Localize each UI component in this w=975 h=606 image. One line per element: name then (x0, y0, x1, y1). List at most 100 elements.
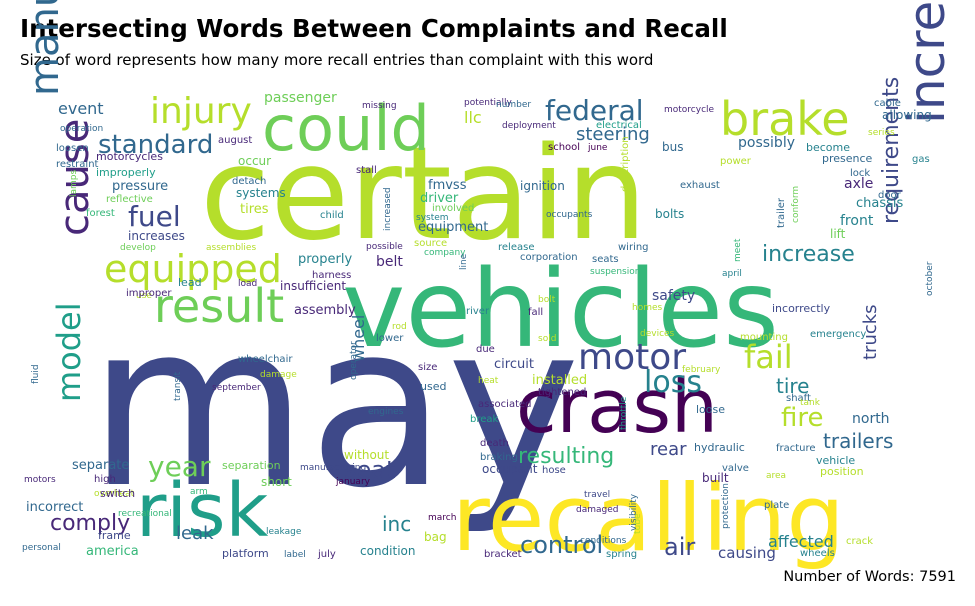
word-september: september (212, 383, 261, 393)
word-detach: detach (232, 176, 266, 187)
word-model: model (50, 302, 88, 402)
word-heat: heat (478, 376, 499, 386)
word-event: event (58, 99, 104, 118)
word-insufficient: insufficient (280, 279, 346, 293)
word-presence: presence (822, 152, 873, 165)
word-involved: involved (432, 203, 474, 214)
word-loss: loss (644, 365, 702, 400)
word-company: company (424, 248, 466, 258)
word-sold: sold (538, 334, 556, 344)
word-tank: tank (800, 398, 821, 408)
word-tightened: tightened (538, 387, 586, 398)
word-circuit: circuit (494, 357, 534, 372)
word-travel: travel (584, 490, 610, 500)
word-corporation: corporation (520, 252, 578, 263)
word-size: size (418, 362, 437, 373)
word-without: without (344, 448, 389, 462)
word-emergency: emergency (810, 329, 866, 340)
word-throttle: throttle (619, 396, 629, 430)
word-line: line (459, 253, 469, 270)
word-vehicles: vehicles (342, 248, 779, 372)
word-february: february (682, 365, 721, 375)
word-control: control (520, 531, 603, 559)
word-switch: switch (100, 487, 135, 500)
word-platform: platform (222, 547, 269, 560)
word-passenger: passenger (264, 90, 337, 106)
word-fail: fail (744, 338, 793, 376)
word-occupants: occupants (546, 210, 593, 220)
word-child: child (320, 210, 344, 221)
word-develop: develop (120, 243, 156, 253)
word-arm: arm (190, 487, 208, 497)
word-associated: associated (478, 399, 532, 410)
word-result: result (154, 279, 284, 333)
word-seats: seats (592, 254, 619, 265)
word-leak: leak (176, 523, 214, 544)
word-chassis: chassis (856, 196, 904, 211)
word-motor: motor (578, 337, 686, 378)
word-recreational: recreational (118, 509, 172, 519)
word-increased: increased (383, 187, 393, 231)
word-llc: llc (464, 108, 482, 127)
word-door: door (878, 190, 902, 201)
word-become: become (806, 141, 850, 154)
word-series: series (868, 128, 895, 138)
word-lead: lead (178, 276, 202, 289)
word-steering: steering (576, 124, 650, 145)
word-shaft: shaft (786, 393, 811, 404)
word-possible: possible (366, 242, 403, 252)
word-systems: systems (236, 186, 286, 200)
word-federal: federal (545, 94, 644, 127)
word-conditions: conditions (580, 536, 627, 546)
word-river: river (466, 306, 490, 317)
word-ignition: ignition (520, 179, 565, 193)
word-meet: meet (733, 238, 743, 262)
word-increase: increase (762, 242, 855, 267)
word-recalling: recalling (452, 465, 845, 572)
word-transit: transit (173, 371, 183, 401)
word-frame: frame (98, 529, 131, 542)
word-lift: lift (830, 227, 846, 241)
word-load: load (238, 279, 257, 289)
word-improperly: improperly (96, 166, 156, 179)
word-causing: causing (718, 544, 776, 562)
word-incorrect: incorrect (26, 500, 83, 515)
word-tires: tires (240, 202, 269, 217)
word-certain: certain (200, 120, 647, 269)
word-stall: stall (356, 165, 377, 176)
word-comply: comply (50, 511, 130, 536)
word-trailer: trailer (776, 197, 787, 228)
word-crash: crash (516, 364, 718, 450)
word-area: area (766, 471, 786, 481)
word-harness: harness (312, 270, 351, 281)
word-possibly: possibly (738, 135, 795, 151)
word-condition: condition (360, 544, 415, 558)
word-motors: motors (24, 475, 56, 485)
word-january: january (335, 477, 371, 487)
word-safety: safety (652, 288, 695, 304)
word-built: built (702, 471, 729, 485)
word-wheelchair: wheelchair (238, 354, 293, 365)
word-axle: axle (844, 176, 873, 192)
word-number: number (496, 100, 531, 110)
word-march: march (428, 513, 456, 523)
word-label: label (284, 550, 306, 560)
word-america: america (86, 544, 139, 559)
word-crack: crack (846, 536, 873, 547)
word-break: break (470, 414, 499, 425)
word-exhaust: exhaust (680, 180, 720, 191)
word-bag: bag (424, 530, 447, 544)
word-risk: risk (136, 468, 269, 554)
word-july: july (317, 549, 336, 560)
word-requirements: requirements (879, 77, 904, 224)
word-source: source (414, 238, 447, 249)
word-description: description (620, 136, 631, 192)
word-bolt: bolt (538, 295, 556, 305)
word-protection: protection (721, 483, 731, 529)
word-overheat: overheat (94, 489, 135, 499)
word-tube: tube (633, 513, 643, 534)
word-valve: valve (722, 463, 749, 474)
word-conform: conform (791, 186, 801, 223)
word-restraint: restraint (56, 159, 99, 170)
